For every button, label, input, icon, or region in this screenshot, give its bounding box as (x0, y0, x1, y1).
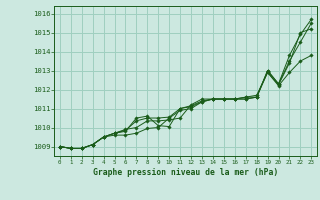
X-axis label: Graphe pression niveau de la mer (hPa): Graphe pression niveau de la mer (hPa) (93, 168, 278, 177)
